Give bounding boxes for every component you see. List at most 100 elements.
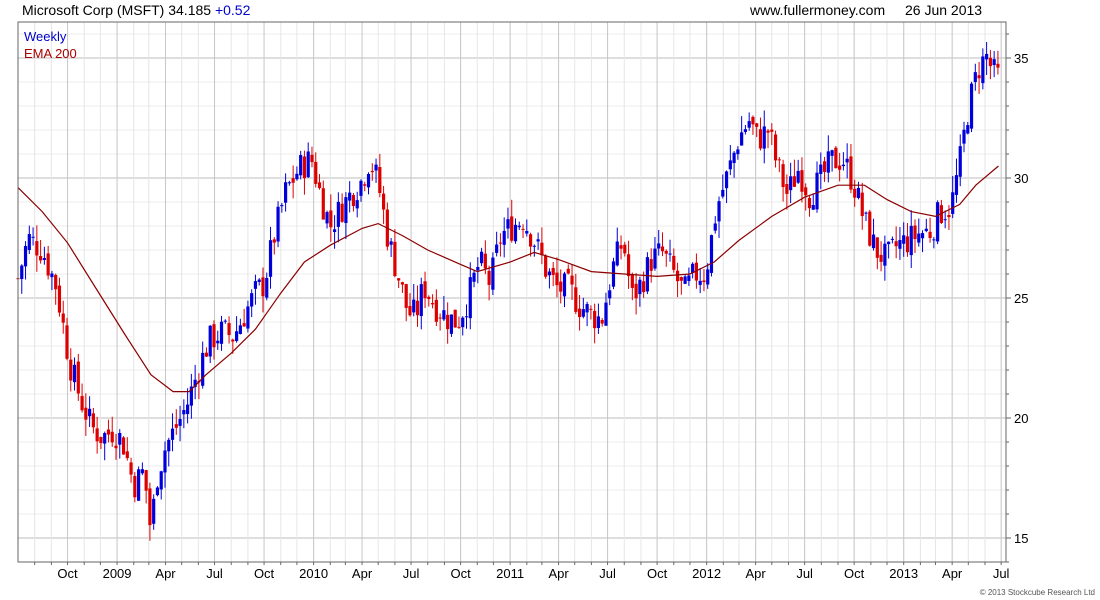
candle-body (103, 433, 107, 444)
candle-body (875, 237, 879, 258)
candle-body (223, 320, 227, 322)
candle-body (50, 273, 54, 278)
candle-body (766, 130, 770, 133)
x-tick-label: Oct (844, 566, 865, 581)
candle-body (212, 324, 216, 348)
candle-body (691, 263, 695, 274)
candle-body (841, 164, 845, 167)
candle-body (626, 254, 631, 277)
candle-body (302, 156, 307, 179)
candle-body (208, 325, 212, 357)
candle-body (709, 235, 714, 273)
candle-body (427, 296, 431, 300)
candle-body (653, 248, 657, 269)
candle-body (559, 281, 563, 292)
x-tick-label: Apr (942, 566, 963, 581)
candle-body (483, 253, 487, 269)
candle-body (887, 241, 891, 245)
candle-body (442, 310, 446, 320)
candle-body (95, 428, 99, 442)
candle-body (76, 361, 80, 394)
candle-body (634, 283, 638, 299)
x-tick-label: Oct (57, 566, 78, 581)
candle-body (785, 183, 789, 194)
candle-body (325, 212, 329, 224)
candle-body (638, 279, 642, 295)
candle-body (615, 241, 619, 266)
candle-body (393, 241, 397, 277)
candle-body (148, 488, 152, 526)
candle-body (521, 228, 525, 230)
candle-body (461, 317, 465, 328)
candle-body (540, 242, 544, 256)
candle-body (80, 396, 84, 411)
candle-body (544, 255, 548, 277)
candle-body (39, 256, 43, 261)
x-axis: Oct 2009 Apr Jul Oct 2010 Apr Jul Oct 2011 Apr Jul O… (34, 562, 1010, 581)
x-tick-label: Jul (403, 566, 420, 581)
candle-body (129, 462, 133, 475)
candle-body (619, 245, 623, 249)
candle-body (336, 201, 340, 227)
candle-body (487, 270, 491, 285)
candle-body (664, 250, 668, 254)
candle-body (683, 276, 687, 284)
candle-body (792, 176, 797, 187)
copyright: © 2013 Stockcube Research Ltd (980, 588, 1095, 597)
candle-body (257, 279, 261, 282)
candle-body (182, 409, 186, 415)
candle-body (589, 308, 593, 310)
candle-body (65, 325, 69, 359)
candle-body (174, 424, 178, 428)
candle-body (110, 431, 114, 443)
candle-body (717, 201, 721, 222)
x-tick-label: Jul (993, 566, 1010, 581)
candle-body (762, 126, 766, 149)
candle-body (137, 469, 141, 501)
candle-body (917, 233, 921, 243)
candle-body (306, 151, 310, 178)
candle-body (506, 219, 510, 229)
candle-body (902, 235, 906, 244)
candle-body (404, 284, 408, 308)
candle-body (585, 304, 589, 313)
candle-body (773, 134, 778, 161)
candle-body (42, 258, 46, 260)
candle-body (446, 314, 450, 330)
candle-body (54, 274, 58, 290)
candle-body (234, 331, 239, 341)
candle-body (871, 234, 876, 249)
y-tick-label: 20 (1014, 411, 1028, 426)
candle-body (329, 210, 333, 228)
candle-body (167, 439, 171, 452)
candle-body (879, 254, 883, 262)
candle-body (498, 242, 503, 244)
candle-body (777, 159, 781, 161)
candle-body (981, 56, 985, 84)
site-url[interactable]: www.fullermoney.com (750, 2, 886, 18)
candle-body (864, 212, 868, 214)
y-axis: 15 20 25 30 35 (1006, 33, 1028, 563)
instrument-name: Microsoft Corp (MSFT) (22, 2, 165, 18)
candle-body (370, 170, 374, 173)
last-price: 34.185 (168, 2, 212, 18)
candle-body (201, 352, 205, 386)
candle-body (332, 229, 337, 232)
candle-body (479, 251, 484, 264)
candle-body (363, 184, 367, 186)
candle-body (577, 308, 582, 318)
candle-body (20, 265, 24, 280)
candle-body (751, 116, 755, 125)
candle-body (31, 236, 35, 238)
candle-body (822, 161, 827, 172)
candle-body (265, 277, 269, 298)
candle-body (706, 269, 710, 285)
candle-body (246, 306, 250, 329)
candle-body (276, 206, 280, 242)
candle-body (359, 180, 363, 196)
candle-body (649, 259, 653, 271)
candle-body (163, 450, 167, 473)
candle-body (920, 233, 925, 239)
candle-body (743, 129, 748, 132)
